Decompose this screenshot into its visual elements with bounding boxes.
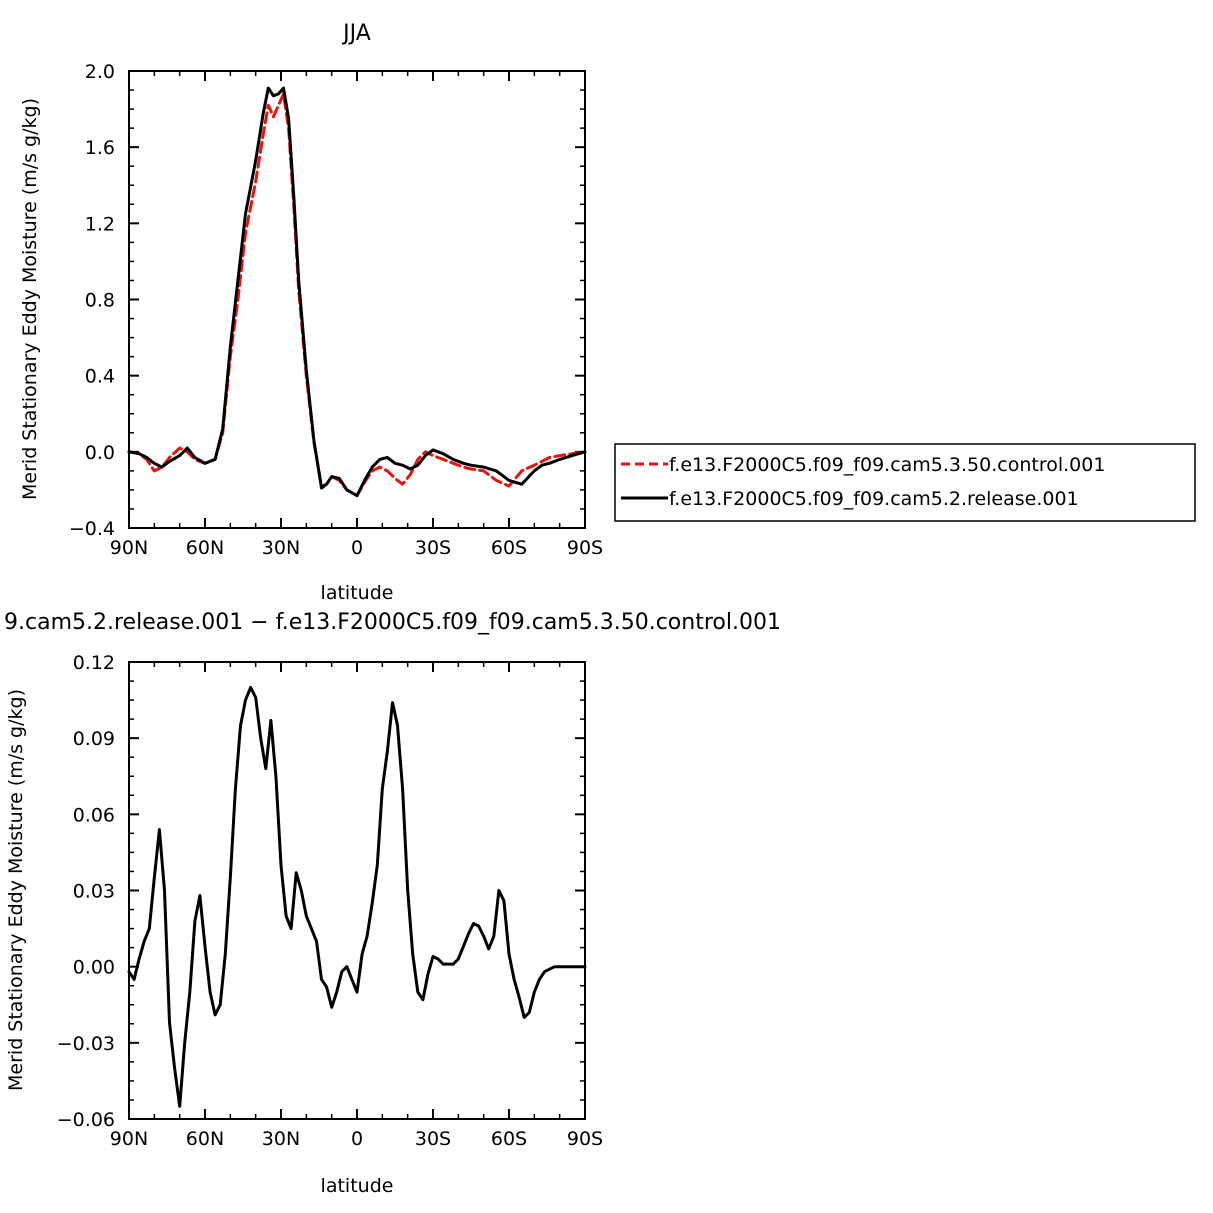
bottom-chart: 9.cam5.2.release.001 − f.e13.F2000C5.f09… <box>4 610 781 1197</box>
bottom-series-line-0 <box>127 685 587 1108</box>
top-xtick-label: 60N <box>186 537 224 559</box>
bottom-chart-series <box>127 685 587 1108</box>
bottom-chart-title: 9.cam5.2.release.001 − f.e13.F2000C5.f09… <box>4 610 781 635</box>
bottom-xtick-label: 30N <box>262 1128 300 1150</box>
legend-box <box>614 443 1196 522</box>
top-series-line-0 <box>127 92 587 498</box>
bottom-ytick-label: 0.06 <box>73 804 115 826</box>
top-ytick-label: 2.0 <box>85 61 115 83</box>
top-ytick-label: 0.8 <box>85 290 115 312</box>
legend: f.e13.F2000C5.f09_f09.cam5.3.50.control.… <box>614 443 1196 522</box>
top-ytick-label: −0.4 <box>69 518 115 540</box>
legend-label-control: f.e13.F2000C5.f09_f09.cam5.3.50.control.… <box>669 454 1105 476</box>
bottom-xtick-label: 0 <box>351 1128 363 1150</box>
top-xtick-label: 30N <box>262 537 300 559</box>
bottom-ytick-label: 0.12 <box>73 652 115 674</box>
top-ytick-label: 1.2 <box>85 213 115 235</box>
top-chart-title: JJA <box>341 21 371 46</box>
bottom-xtick-label: 60N <box>186 1128 224 1150</box>
bottom-chart-ylabel: Merid Stationary Eddy Moisture (m/s g/kg… <box>5 689 27 1091</box>
top-chart-series <box>127 86 587 498</box>
bottom-ytick-label: 0.09 <box>73 728 115 750</box>
top-xtick-label: 30S <box>415 537 451 559</box>
top-chart: JJA 90N 60N 30N 0 30S 60S 90S −0.4 0.0 0.4 0.8 1.2 1… <box>19 21 603 604</box>
bottom-ytick-label: 0.00 <box>73 957 115 979</box>
top-chart-ylabel: Merid Stationary Eddy Moisture (m/s g/kg… <box>19 98 41 500</box>
top-chart-xlabel: latitude <box>321 582 394 604</box>
bottom-ytick-label: −0.06 <box>57 1109 115 1131</box>
bottom-chart-xlabel: latitude <box>321 1175 394 1197</box>
bottom-chart-frame <box>128 661 586 1120</box>
bottom-xtick-label: 60S <box>491 1128 527 1150</box>
bottom-xtick-label: 90S <box>567 1128 603 1150</box>
top-ytick-label: 1.6 <box>85 137 115 159</box>
top-chart-frame <box>128 70 586 529</box>
top-xtick-label: 60S <box>491 537 527 559</box>
top-xtick-label: 90N <box>110 537 148 559</box>
bottom-xtick-label: 30S <box>415 1128 451 1150</box>
bottom-xtick-label: 90N <box>110 1128 148 1150</box>
top-ytick-label: 0.0 <box>85 442 115 464</box>
bottom-ytick-label: −0.03 <box>57 1033 115 1055</box>
top-xtick-label: 0 <box>351 537 363 559</box>
legend-label-release: f.e13.F2000C5.f09_f09.cam5.2.release.001 <box>669 488 1079 510</box>
top-xtick-label: 90S <box>567 537 603 559</box>
bottom-chart-axes: 90N 60N 30N 0 30S 60S 90S −0.06 −0.03 0.00 0.03 0.0… <box>57 652 603 1150</box>
top-ytick-label: 0.4 <box>85 366 115 388</box>
top-series-line-1 <box>127 86 587 498</box>
bottom-ytick-label: 0.03 <box>73 881 115 903</box>
